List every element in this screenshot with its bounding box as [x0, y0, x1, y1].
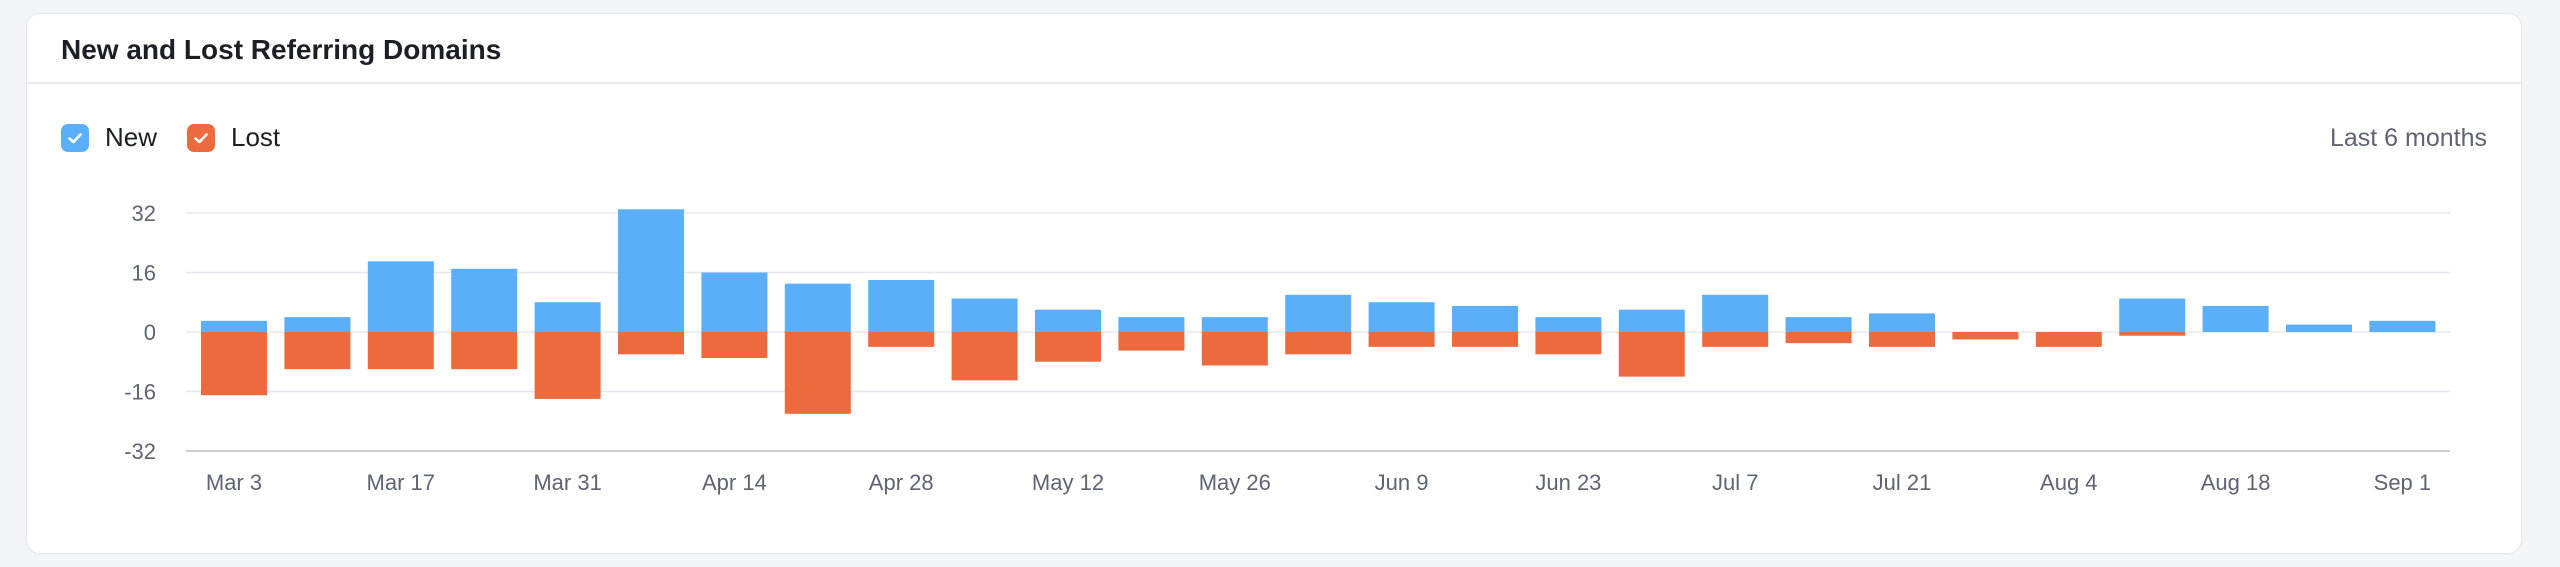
- check-icon: [194, 132, 208, 143]
- legend-item-new[interactable]: New: [61, 122, 157, 153]
- x-tick-label: Mar 31: [533, 470, 601, 495]
- bar-lost[interactable]: [1452, 332, 1518, 347]
- bar-lost[interactable]: [1368, 332, 1435, 347]
- bar-new[interactable]: [2202, 305, 2269, 332]
- x-tick-label: Aug 4: [2040, 470, 2098, 495]
- x-tick-label: Jun 9: [1375, 470, 1429, 495]
- bar-new[interactable]: [1869, 313, 1935, 332]
- bar-lost[interactable]: [868, 332, 935, 347]
- bar-lost[interactable]: [784, 332, 851, 414]
- bar-new[interactable]: [1618, 309, 1685, 332]
- y-tick-label: 16: [132, 261, 156, 286]
- bar-new[interactable]: [1285, 294, 1352, 332]
- x-tick-label: Sep 1: [2374, 470, 2432, 495]
- new-checkbox[interactable]: [61, 123, 89, 152]
- bar-new[interactable]: [451, 268, 518, 332]
- bar-lost[interactable]: [618, 332, 684, 355]
- bar-new[interactable]: [534, 302, 601, 332]
- bar-lost[interactable]: [201, 332, 267, 396]
- bar-lost[interactable]: [1285, 332, 1352, 355]
- x-tick-label: May 12: [1032, 470, 1104, 495]
- x-axis-ticks: Mar 3 Mar 17 Mar 31 Apr 14 Apr 28 May 12 May 2…: [206, 470, 2431, 495]
- bar-new[interactable]: [1702, 294, 1769, 332]
- bar-lost[interactable]: [534, 332, 601, 399]
- bar-lost[interactable]: [284, 332, 351, 370]
- bar-lost[interactable]: [1785, 332, 1852, 344]
- card-title: New and Lost Referring Domains: [61, 34, 502, 65]
- referring-domains-card: New and Lost Referring Domains New Lost …: [26, 13, 2522, 554]
- bar-new[interactable]: [201, 320, 267, 332]
- bar-lost[interactable]: [1035, 332, 1101, 362]
- legend-label-new: New: [105, 122, 158, 152]
- y-tick-label: -32: [124, 439, 156, 464]
- bar-new[interactable]: [1535, 317, 1602, 332]
- card-header: New and Lost Referring Domains: [27, 14, 2521, 84]
- x-tick-label: Apr 28: [869, 470, 934, 495]
- bar-lost[interactable]: [451, 332, 518, 370]
- bar-lost[interactable]: [1201, 332, 1268, 366]
- legend-label-lost: Lost: [231, 122, 281, 152]
- bar-new[interactable]: [618, 209, 684, 332]
- bar-lost[interactable]: [1535, 332, 1602, 355]
- bar-new[interactable]: [2286, 324, 2352, 332]
- legend-item-lost[interactable]: Lost: [187, 122, 280, 153]
- x-tick-label: May 26: [1199, 470, 1271, 495]
- y-tick-label: -16: [124, 380, 156, 405]
- bar-lost[interactable]: [2035, 332, 2102, 347]
- chart-legend: New Lost: [61, 122, 310, 153]
- bar-lost[interactable]: [1118, 332, 1185, 351]
- x-tick-label: Jun 23: [1535, 470, 1601, 495]
- y-tick-label: 0: [144, 320, 156, 345]
- bar-new[interactable]: [1118, 317, 1185, 332]
- bar-new[interactable]: [951, 298, 1018, 332]
- bar-new[interactable]: [1452, 305, 1518, 332]
- bar-new[interactable]: [701, 272, 768, 333]
- date-range-selector[interactable]: Last 6 months: [2329, 124, 2487, 152]
- x-tick-label: Mar 3: [206, 470, 262, 495]
- bar-lost[interactable]: [1952, 332, 2019, 340]
- x-tick-label: Jul 21: [1873, 470, 1932, 495]
- bar-new[interactable]: [2119, 298, 2186, 332]
- bar-lost[interactable]: [951, 332, 1018, 381]
- check-icon: [68, 132, 82, 143]
- bar-new[interactable]: [1785, 317, 1852, 332]
- x-tick-label: Aug 18: [2201, 470, 2271, 495]
- y-axis-ticks: 32 16 0 -16 -32: [124, 201, 156, 464]
- bar-lost[interactable]: [1869, 332, 1935, 347]
- bar-lost[interactable]: [701, 332, 768, 359]
- y-tick-label: 32: [132, 201, 156, 226]
- lost-checkbox[interactable]: [187, 123, 216, 152]
- bar-lost[interactable]: [367, 332, 434, 370]
- bar-new[interactable]: [367, 261, 434, 332]
- bar-new[interactable]: [284, 317, 351, 332]
- bar-new[interactable]: [2369, 320, 2436, 332]
- chart-bars: [201, 209, 2436, 414]
- bar-new[interactable]: [868, 279, 935, 332]
- bar-lost[interactable]: [1618, 332, 1685, 377]
- x-tick-label: Mar 17: [367, 470, 435, 495]
- x-tick-label: Jul 7: [1712, 470, 1758, 495]
- bar-new[interactable]: [1201, 317, 1268, 332]
- bar-lost[interactable]: [1702, 332, 1769, 347]
- bar-new[interactable]: [784, 283, 851, 332]
- bar-new[interactable]: [1035, 309, 1101, 332]
- bar-new[interactable]: [1368, 302, 1435, 332]
- x-tick-label: Apr 14: [702, 470, 767, 495]
- bar-lost[interactable]: [2119, 332, 2186, 336]
